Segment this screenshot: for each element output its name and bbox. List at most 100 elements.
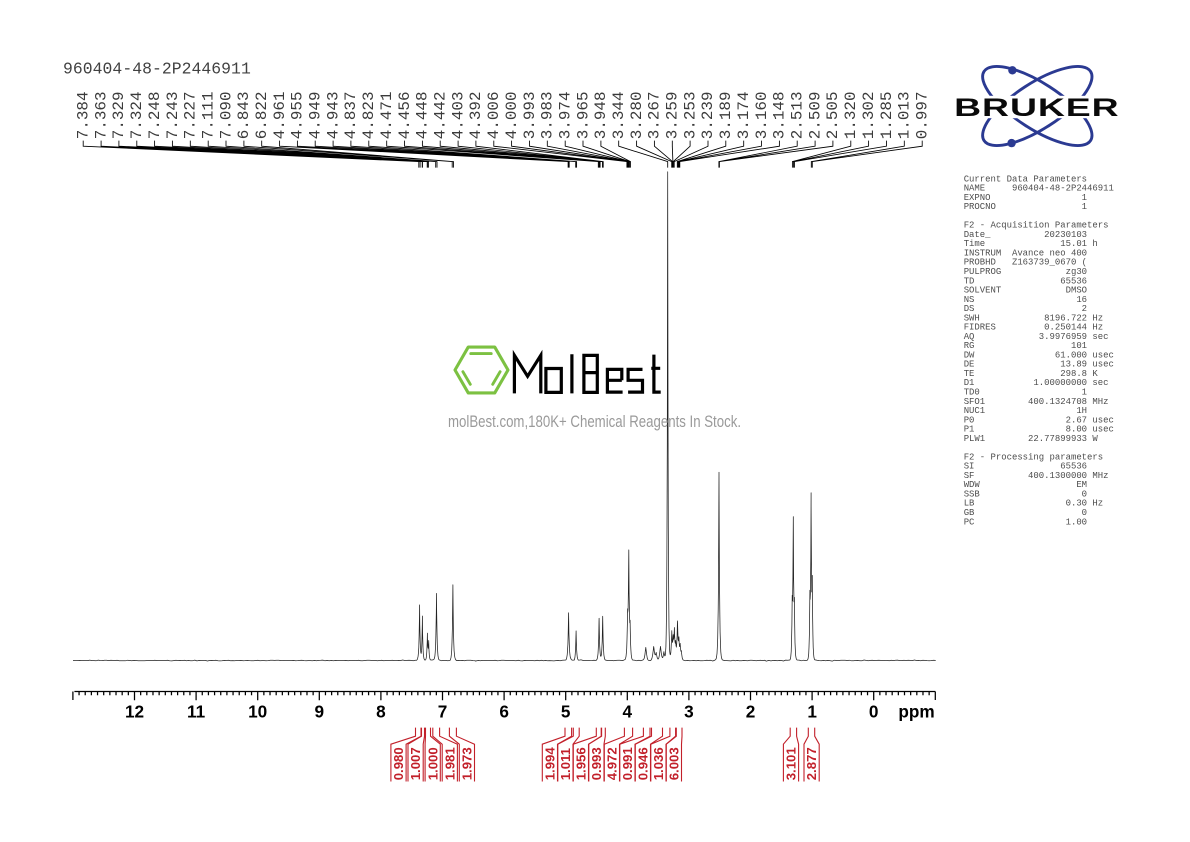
svg-text:1.302: 1.302 (860, 92, 878, 140)
svg-text:RG 101: RG 101 (964, 341, 1087, 351)
svg-text:2.877: 2.877 (804, 747, 819, 780)
svg-text:P0 2.67 usec: P0 2.67 usec (964, 415, 1114, 425)
svg-text:3.993: 3.993 (521, 92, 539, 140)
svg-text:4.972: 4.972 (605, 747, 620, 780)
svg-text:3.259: 3.259 (664, 92, 682, 140)
svg-text:7.324: 7.324 (128, 92, 146, 140)
svg-text:P1 8.00 usec: P1 8.00 usec (964, 425, 1114, 435)
svg-text:3.174: 3.174 (735, 92, 753, 140)
svg-text:PROBHD Z163739_0670 (: PROBHD Z163739_0670 ( (964, 258, 1087, 268)
svg-text:3.160: 3.160 (753, 92, 771, 140)
svg-text:FIDRES 0.250144 Hz: FIDRES 0.250144 Hz (964, 323, 1103, 333)
svg-text:3.983: 3.983 (539, 92, 557, 140)
svg-text:DS 2: DS 2 (964, 304, 1087, 314)
svg-text:NUC1 1H: NUC1 1H (964, 406, 1087, 416)
svg-text:GB 0: GB 0 (964, 508, 1087, 518)
svg-text:1.956: 1.956 (574, 747, 589, 780)
svg-text:1.285: 1.285 (878, 92, 896, 140)
svg-text:PULPROG zg30: PULPROG zg30 (964, 267, 1087, 277)
svg-text:0.997: 0.997 (914, 92, 932, 140)
svg-text:BRUKER: BRUKER (954, 93, 1119, 121)
svg-text:3: 3 (684, 702, 694, 722)
svg-text:9: 9 (315, 702, 325, 722)
svg-text:INSTRUM Avance neo 400: INSTRUM Avance neo 400 (964, 249, 1087, 259)
svg-text:3.974: 3.974 (557, 92, 575, 140)
svg-text:2.505: 2.505 (824, 92, 842, 140)
svg-text:4.949: 4.949 (307, 92, 325, 140)
svg-text:0.980: 0.980 (391, 747, 406, 780)
svg-text:1: 1 (807, 702, 817, 722)
svg-text:Current Data Parameters: Current Data Parameters (964, 174, 1087, 184)
svg-text:TE 298.8 K: TE 298.8 K (964, 369, 1099, 379)
svg-text:ppm: ppm (898, 702, 934, 722)
svg-text:7.384: 7.384 (75, 92, 93, 140)
svg-text:D1 1.00000000 sec: D1 1.00000000 sec (964, 378, 1109, 388)
svg-text:0.993: 0.993 (589, 747, 604, 780)
svg-text:7.227: 7.227 (182, 92, 200, 140)
svg-text:4.943: 4.943 (324, 92, 342, 140)
svg-text:7.329: 7.329 (110, 92, 128, 140)
svg-text:4.448: 4.448 (414, 92, 432, 140)
svg-text:TD0 1: TD0 1 (964, 388, 1087, 398)
svg-text:2: 2 (746, 702, 756, 722)
svg-text:NAME 960404-48-2P2446911: NAME 960404-48-2P2446911 (964, 184, 1114, 194)
svg-text:1.320: 1.320 (842, 92, 860, 140)
svg-text:3.189: 3.189 (717, 92, 735, 140)
svg-text:NS 16: NS 16 (964, 295, 1087, 305)
svg-text:AQ 3.9976959 sec: AQ 3.9976959 sec (964, 332, 1109, 342)
svg-text:SF 400.1300000 MHz: SF 400.1300000 MHz (964, 471, 1109, 481)
svg-text:6.003: 6.003 (667, 747, 682, 780)
svg-text:4.955: 4.955 (289, 92, 307, 140)
svg-text:3.344: 3.344 (610, 92, 628, 140)
svg-text:1.000: 1.000 (425, 747, 440, 780)
svg-text:4.471: 4.471 (378, 92, 396, 140)
svg-text:PROCNO 1: PROCNO 1 (964, 202, 1087, 212)
svg-text:4.000: 4.000 (503, 92, 521, 140)
svg-text:4.961: 4.961 (271, 92, 289, 140)
svg-text:DW 61.000 usec: DW 61.000 usec (964, 350, 1114, 360)
svg-text:EXPNO 1: EXPNO 1 (964, 193, 1087, 203)
svg-text:4.442: 4.442 (432, 92, 450, 140)
svg-text:7.090: 7.090 (217, 92, 235, 140)
svg-text:7.363: 7.363 (92, 92, 110, 140)
svg-text:4.456: 4.456 (396, 92, 414, 140)
svg-text:0.991: 0.991 (620, 747, 635, 780)
svg-text:2.513: 2.513 (789, 92, 807, 140)
svg-text:3.101: 3.101 (784, 747, 799, 780)
svg-text:7.248: 7.248 (146, 92, 164, 140)
svg-text:4.006: 4.006 (485, 92, 503, 140)
svg-text:F2 - Acquisition Parameters: F2 - Acquisition Parameters (964, 221, 1109, 231)
svg-text:PC 1.00: PC 1.00 (964, 517, 1087, 527)
svg-text:3.280: 3.280 (628, 92, 646, 140)
svg-text:PLW1 22.77899933 W: PLW1 22.77899933 W (964, 434, 1099, 444)
svg-text:7.111: 7.111 (200, 92, 218, 140)
svg-text:3.148: 3.148 (771, 92, 789, 140)
svg-text:SI 65536: SI 65536 (964, 462, 1087, 472)
svg-text:4.392: 4.392 (467, 92, 485, 140)
svg-text:7: 7 (438, 702, 448, 722)
svg-text:SFO1 400.1324708 MHz: SFO1 400.1324708 MHz (964, 397, 1109, 407)
svg-text:1.973: 1.973 (460, 747, 475, 780)
svg-text:1.007: 1.007 (408, 747, 423, 780)
svg-text:molBest.com,180K+ Chemical Rea: molBest.com,180K+ Chemical Reagents In S… (448, 412, 741, 431)
svg-text:1.994: 1.994 (543, 747, 558, 781)
svg-text:SOLVENT DMSO: SOLVENT DMSO (964, 286, 1087, 296)
svg-text:WDW EM: WDW EM (964, 480, 1087, 490)
svg-text:7.243: 7.243 (164, 92, 182, 140)
svg-text:8: 8 (376, 702, 386, 722)
svg-text:12: 12 (125, 702, 144, 722)
svg-text:3.267: 3.267 (646, 92, 664, 140)
svg-text:4.837: 4.837 (342, 92, 360, 140)
svg-text:Date_ 20230103: Date_ 20230103 (964, 230, 1087, 240)
svg-text:3.253: 3.253 (681, 92, 699, 140)
svg-text:4.823: 4.823 (360, 92, 378, 140)
svg-text:4: 4 (623, 702, 633, 722)
svg-text:3.965: 3.965 (574, 92, 592, 140)
svg-text:960404-48-2P2446911: 960404-48-2P2446911 (63, 60, 251, 79)
svg-text:2.509: 2.509 (806, 92, 824, 140)
svg-text:SSB 0: SSB 0 (964, 490, 1087, 500)
svg-text:11: 11 (187, 702, 206, 722)
svg-text:0.946: 0.946 (636, 747, 651, 780)
svg-text:1.981: 1.981 (442, 747, 457, 780)
svg-text:1.011: 1.011 (558, 748, 573, 780)
